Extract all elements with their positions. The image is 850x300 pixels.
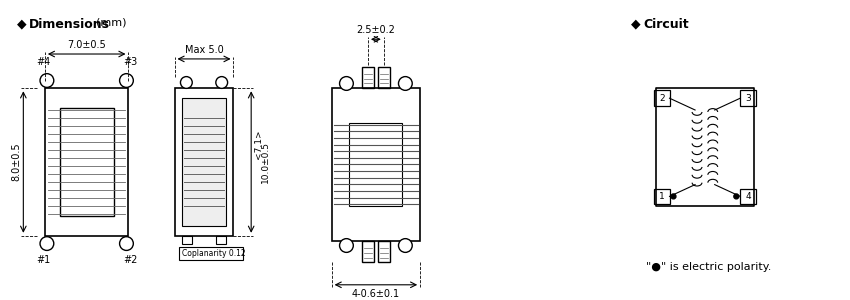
Text: "●" is electric polarity.: "●" is electric polarity. <box>646 262 771 272</box>
Bar <box>216 236 225 244</box>
Circle shape <box>339 238 354 252</box>
Text: 8.0±0.5: 8.0±0.5 <box>11 143 21 182</box>
Text: <7.1>: <7.1> <box>254 130 264 159</box>
Text: 4-0.6±0.1: 4-0.6±0.1 <box>352 289 400 299</box>
Circle shape <box>180 76 192 88</box>
Bar <box>656 88 754 206</box>
Text: #1: #1 <box>36 255 50 265</box>
Bar <box>179 248 243 260</box>
Circle shape <box>40 74 54 87</box>
Text: Coplanarity 0.12: Coplanarity 0.12 <box>183 249 246 258</box>
Bar <box>740 90 756 106</box>
Bar <box>183 98 225 226</box>
Text: 7.0±0.5: 7.0±0.5 <box>67 40 106 50</box>
Circle shape <box>339 76 354 90</box>
Bar <box>654 189 670 204</box>
Text: 2.5±0.2: 2.5±0.2 <box>356 26 395 35</box>
Text: Circuit: Circuit <box>643 18 689 31</box>
Text: ◆: ◆ <box>632 18 641 31</box>
Bar <box>362 241 374 262</box>
Text: Dimensions: Dimensions <box>29 18 111 31</box>
Bar <box>654 90 670 106</box>
Bar <box>378 67 389 88</box>
Text: #4: #4 <box>36 57 50 67</box>
Circle shape <box>734 194 739 199</box>
Text: (mm): (mm) <box>96 18 127 28</box>
Bar <box>45 88 128 236</box>
Circle shape <box>120 237 133 250</box>
Text: 4: 4 <box>745 192 751 201</box>
Bar <box>60 108 114 216</box>
Circle shape <box>120 74 133 87</box>
Bar <box>362 67 374 88</box>
Bar <box>349 123 402 206</box>
Circle shape <box>399 76 412 90</box>
Circle shape <box>40 237 54 250</box>
Bar <box>332 88 420 241</box>
Circle shape <box>216 76 228 88</box>
Text: 1: 1 <box>659 192 665 201</box>
Bar <box>740 189 756 204</box>
Text: ◆: ◆ <box>18 18 27 31</box>
Text: Max 5.0: Max 5.0 <box>184 45 224 55</box>
Circle shape <box>671 194 676 199</box>
Text: 2: 2 <box>659 94 665 103</box>
Circle shape <box>399 238 412 252</box>
Bar <box>378 241 389 262</box>
Text: 10.0±0.5: 10.0±0.5 <box>261 141 270 183</box>
Bar <box>183 236 192 244</box>
Text: #3: #3 <box>123 57 138 67</box>
Bar <box>174 88 234 236</box>
Text: 3: 3 <box>745 94 751 103</box>
Text: #2: #2 <box>123 255 138 265</box>
